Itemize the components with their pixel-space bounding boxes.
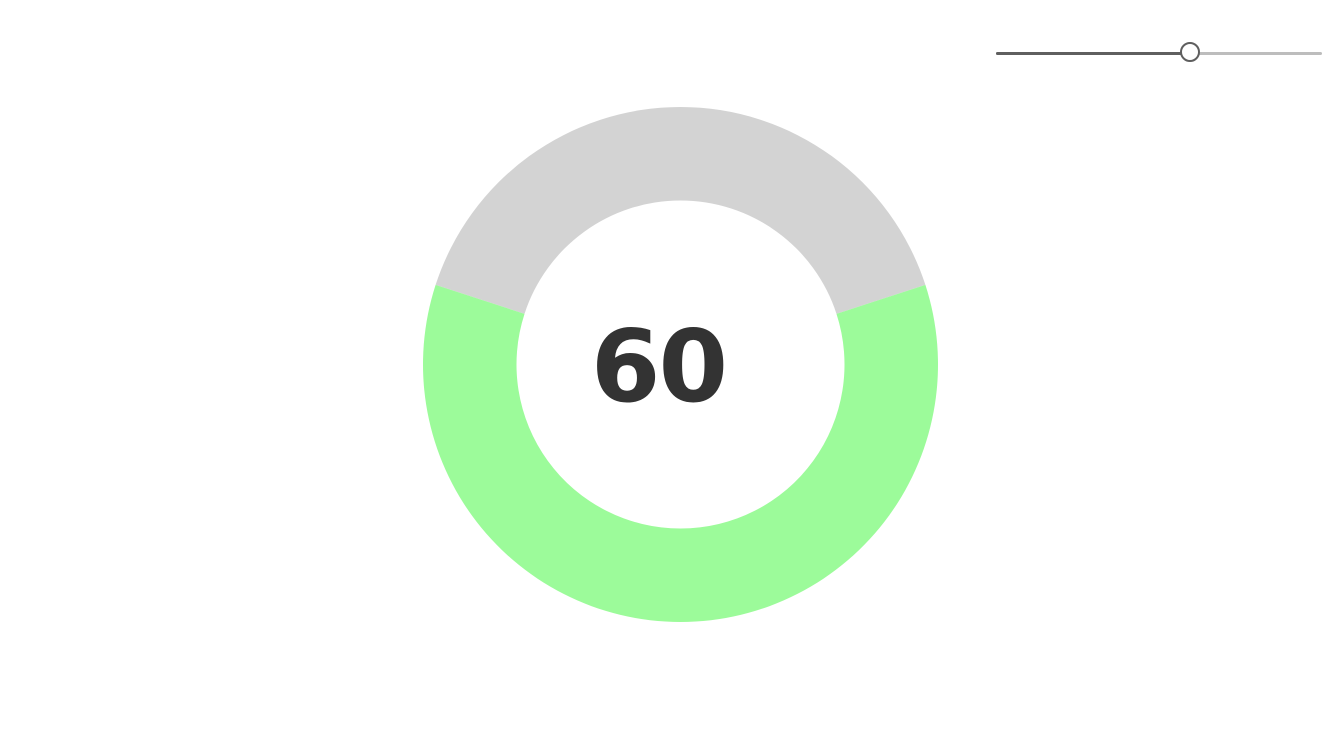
gauge-value-container: 60: [423, 107, 938, 622]
gauge-graphic: [423, 107, 938, 622]
slider-thumb[interactable]: [1179, 42, 1200, 62]
slider-fill: [996, 52, 1192, 55]
value-slider[interactable]: [996, 42, 1322, 66]
donut-gauge: 60: [423, 107, 938, 622]
gauge-value: 60: [590, 308, 728, 425]
gauge-track-arc: [435, 107, 926, 314]
gauge-fill-arc: [423, 284, 938, 622]
